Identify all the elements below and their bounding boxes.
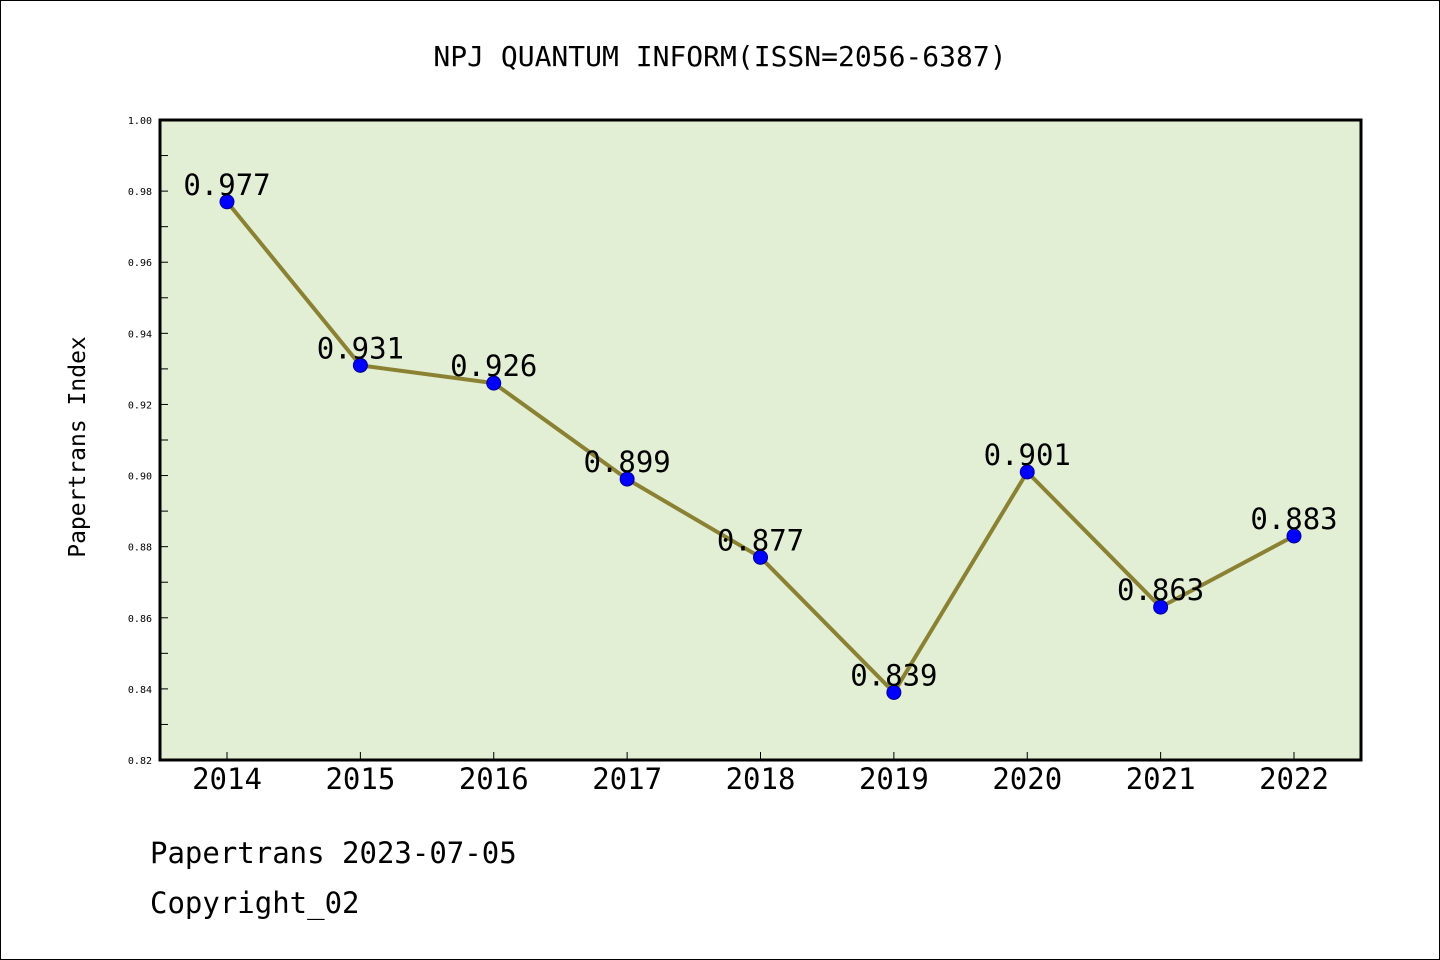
x-tick-label: 2022: [1259, 762, 1329, 796]
y-tick-label: 0.92: [128, 400, 152, 411]
y-tick-label: 0.86: [128, 614, 152, 625]
data-point: [619, 471, 635, 487]
footer-copyright-text: Copyright_02: [150, 886, 360, 920]
data-point: [1153, 599, 1169, 615]
data-label: 0.901: [984, 438, 1071, 472]
footer-date-text: Papertrans 2023-07-05: [150, 836, 517, 870]
data-label: 0.899: [583, 445, 670, 479]
y-axis-label: Papertrans Index: [65, 336, 91, 558]
data-point: [1286, 528, 1302, 544]
chart-title: NPJ QUANTUM INFORM(ISSN=2056-6387): [433, 40, 1006, 73]
data-point: [219, 194, 235, 210]
x-tick-label: 2017: [592, 762, 662, 796]
data-label: 0.883: [1250, 502, 1337, 536]
data-point: [1019, 464, 1035, 480]
data-point: [486, 375, 502, 391]
data-label: 0.863: [1117, 573, 1204, 607]
x-tick-label: 2019: [859, 762, 929, 796]
data-label: 0.839: [850, 658, 937, 692]
data-label: 0.926: [450, 349, 537, 383]
y-tick-label: 0.98: [128, 187, 152, 198]
y-tick-label: 0.84: [128, 685, 152, 696]
data-label: 0.977: [183, 168, 270, 202]
series-layer: 0.977 0.931 0.926 0.899 0.877 0.839 0.901 0.863…: [183, 168, 1338, 700]
y-tick-label: 0.82: [128, 756, 152, 767]
data-label: 0.877: [717, 523, 804, 557]
y-tick-label: 0.90: [128, 472, 152, 483]
x-tick-label: 2021: [1126, 762, 1196, 796]
x-axis: 2014 2015 2016 2017 2018 2019 2020 2021 2022: [192, 752, 1329, 796]
data-label: 0.931: [317, 331, 404, 365]
plot-area: [160, 120, 1361, 760]
data-point: [886, 684, 902, 700]
data-point: [352, 357, 368, 373]
y-axis: 0.82 0.84 0.86 0.88 0.90 0.92 0.94 0.96 0.98 1.00: [128, 116, 168, 767]
y-tick-label: 1.00: [128, 116, 152, 127]
x-tick-label: 2018: [726, 762, 796, 796]
y-tick-label: 0.96: [128, 258, 152, 269]
x-tick-label: 2020: [992, 762, 1062, 796]
plot-border: [158, 118, 1363, 762]
data-point: [753, 549, 768, 565]
x-tick-label: 2015: [325, 762, 395, 796]
x-tick-label: 2016: [459, 762, 529, 796]
x-tick-label: 2014: [192, 762, 262, 796]
y-tick-label: 0.88: [128, 543, 152, 554]
y-tick-label: 0.94: [128, 329, 152, 340]
